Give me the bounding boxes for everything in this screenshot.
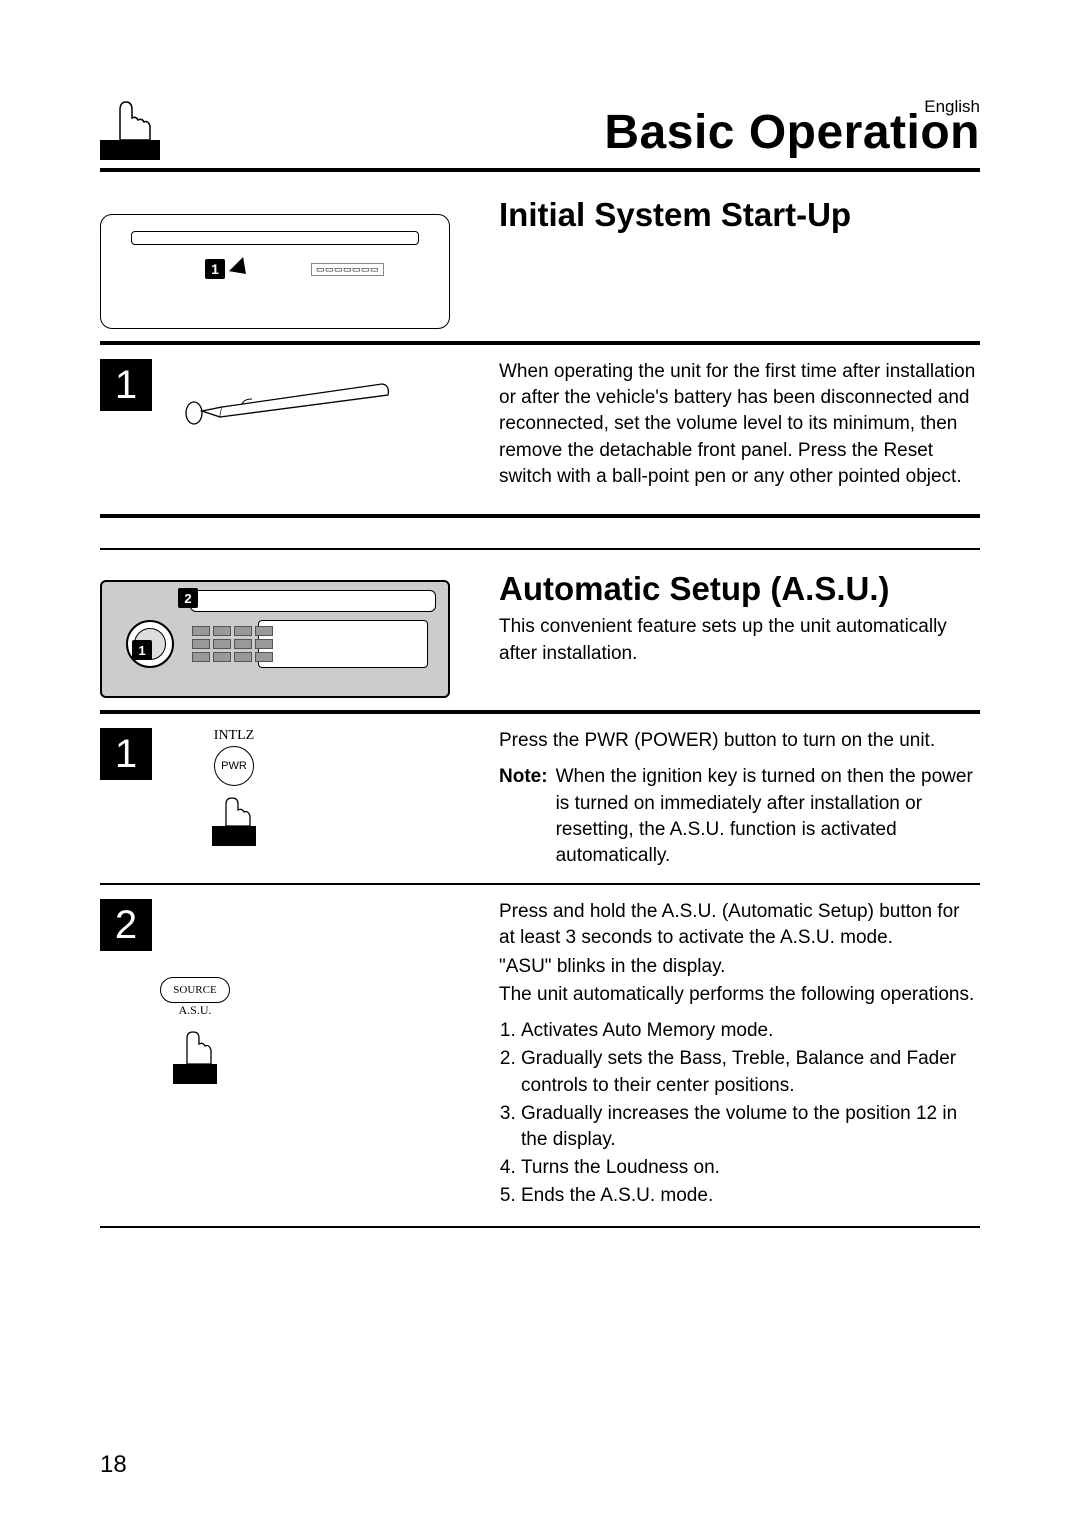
asu-step-2-blink: "ASU" blinks in the display. [499,954,980,980]
source-button-press-icon: SOURCE A.S.U. [160,975,230,1084]
asu-step-2-num: 2 [100,899,152,951]
asu-op-2: Gradually sets the Bass, Treble, Balance… [521,1046,980,1098]
asu-step-2-ops-intro: The unit automatically performs the foll… [499,982,980,1008]
section-title-initial: Initial System Start-Up [499,196,980,234]
asu-op-3: Gradually increases the volume to the po… [521,1101,980,1153]
section-asu: 1 2 Automatic Setup (A.S.U.) This conven… [100,570,980,698]
section-subtitle-asu: This convenient feature sets up the unit… [499,614,980,667]
asu-step-1-num: 1 [100,728,152,780]
unit-diagram-simple: 1 ▭▭▭▭▭▭▭ [100,196,475,329]
asu-step-1: 1 INTLZ PWR Press the PWR (POWER) button… [100,714,980,885]
language-label: English [924,97,980,117]
step-number-1: 1 [100,359,152,411]
asu-step-2-intro: Press and hold the A.S.U. (Automatic Set… [499,899,980,951]
asu-op-1: Activates Auto Memory mode. [521,1018,980,1044]
thumb-press-icon-2 [160,1022,230,1084]
thumb-press-icon [212,790,256,846]
section-initial-startup: 1 ▭▭▭▭▭▭▭ Initial System Start-Up [100,196,980,329]
step-1-initial: 1 When operating the unit for the first … [100,345,980,518]
asu-label: A.S.U. [160,1003,230,1018]
step-1-text: When operating the unit for the first ti… [499,359,980,490]
intlz-label: INTLZ [212,728,256,744]
source-label: SOURCE [173,984,216,996]
asu-op-4: Turns the Loudness on. [521,1155,980,1181]
radio-face-diagram: 1 2 [100,580,450,698]
page-number: 18 [100,1451,127,1479]
asu-step-1-text: Press the PWR (POWER) button to turn on … [499,728,980,754]
diagram-callout-1: 1 [205,259,225,279]
asu-operations-list: Activates Auto Memory mode. Gradually se… [521,1018,980,1210]
asu-op-5: Ends the A.S.U. mode. [521,1183,980,1209]
page-header: English Basic Operation [100,90,980,172]
pwr-button-label: PWR [214,746,254,786]
manual-page: English Basic Operation 1 ▭▭▭▭▭▭▭ Initia… [0,0,1080,1529]
hand-press-icon [100,90,170,160]
asu-step-1-note: Note: When the ignition key is turned on… [499,764,980,869]
asu-step-2: 2 SOURCE A.S.U. Press and hold the A.S.U… [100,885,980,1227]
diagram-callout-1b: 1 [132,640,152,660]
note-body: When the ignition key is turned on then … [548,764,980,869]
pen-icon [172,369,392,444]
note-label: Note: [499,764,548,869]
header-title-wrap: English Basic Operation [194,105,980,160]
section-title-asu: Automatic Setup (A.S.U.) [499,570,980,608]
pwr-button-press-icon: INTLZ PWR [212,728,256,846]
diagram-callout-2: 2 [178,588,198,608]
